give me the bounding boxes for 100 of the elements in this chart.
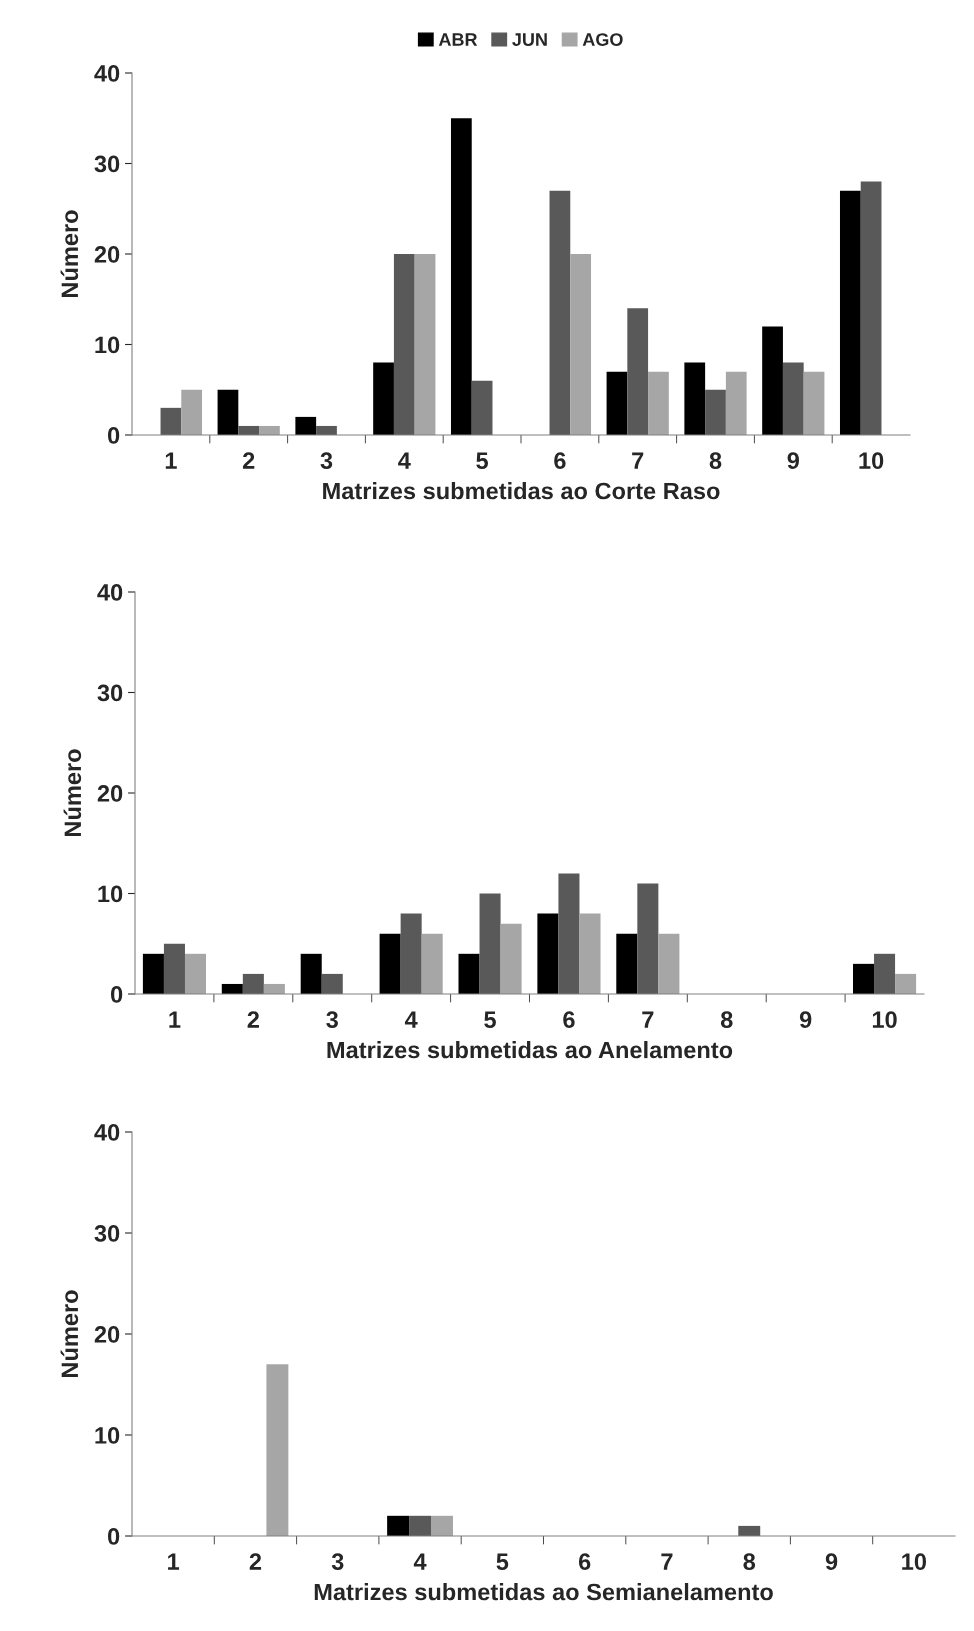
x-tick-label: 9	[799, 1011, 812, 1029]
bar	[450, 118, 472, 435]
y-tick-label: 30	[94, 1225, 120, 1242]
x-axis-title: Matrizes submetidas ao Anelamento	[327, 1041, 733, 1059]
bar	[479, 893, 501, 994]
bar	[242, 973, 264, 994]
bar	[705, 389, 726, 435]
bar	[409, 1515, 432, 1536]
x-tick-label: 2	[242, 452, 255, 469]
x-axis-title: Matrizes submetidas ao Semianelamento	[314, 1583, 773, 1601]
x-tick-label: 5	[476, 452, 489, 470]
bar	[606, 371, 628, 435]
bar	[373, 362, 394, 435]
bar	[637, 883, 659, 994]
y-axis-title: Número	[63, 749, 82, 837]
bar	[160, 407, 182, 435]
y-tick-label: 20	[94, 246, 120, 263]
bar	[400, 913, 422, 994]
x-tick-label: 8	[743, 1553, 756, 1571]
y-tick-label: 30	[97, 684, 123, 702]
bar	[321, 973, 343, 994]
bar	[570, 254, 592, 435]
legend-label: AGO	[582, 33, 623, 46]
bar	[558, 873, 580, 994]
bar	[839, 190, 861, 435]
x-tick-label: 7	[661, 1553, 673, 1570]
bar	[163, 943, 185, 994]
bar	[500, 923, 522, 994]
bar	[263, 983, 285, 994]
bar	[874, 953, 896, 994]
bar	[471, 380, 493, 435]
bar	[616, 933, 638, 994]
y-tick-label: 30	[94, 155, 120, 173]
bar	[627, 308, 649, 435]
bar	[142, 953, 164, 994]
x-tick-label: 3	[331, 1553, 344, 1571]
x-tick-label: 1	[169, 1011, 181, 1028]
bar	[762, 326, 783, 435]
legend-label: ABR	[438, 33, 478, 46]
bar	[549, 190, 571, 435]
x-tick-label: 8	[709, 452, 722, 470]
bar	[387, 1515, 410, 1536]
x-tick-label: 3	[326, 1011, 338, 1029]
bar	[300, 953, 322, 994]
bar	[221, 983, 243, 994]
bar	[579, 913, 601, 994]
bar	[421, 933, 443, 994]
x-tick-label: 4	[404, 1011, 418, 1028]
legend-label: JUN	[512, 33, 547, 46]
x-tick-label: 8	[720, 1011, 733, 1029]
bar	[295, 416, 317, 435]
bar	[658, 933, 680, 994]
x-tick-label: 7	[642, 1011, 654, 1028]
y-tick-label: 10	[98, 885, 123, 903]
x-tick-label: 4	[413, 1553, 427, 1570]
y-tick-label: 40	[94, 1124, 120, 1141]
y-axis-title: Número	[60, 210, 79, 298]
bar	[217, 389, 239, 435]
y-tick-label: 0	[108, 427, 120, 444]
x-tick-label: 10	[872, 1011, 897, 1029]
x-tick-label: 5	[496, 1553, 509, 1571]
y-tick-label: 40	[97, 584, 123, 601]
bar	[852, 963, 875, 994]
bar	[184, 953, 207, 994]
x-tick-label: 7	[632, 452, 644, 469]
y-tick-label: 0	[108, 1528, 120, 1545]
x-tick-label: 6	[578, 1553, 591, 1571]
bar	[431, 1515, 453, 1536]
bar	[414, 254, 436, 435]
bar	[266, 1364, 289, 1536]
x-tick-label: 1	[165, 452, 177, 469]
x-tick-label: 9	[825, 1553, 838, 1571]
x-tick-label: 5	[484, 1011, 496, 1029]
y-axis-title: Número	[60, 1290, 79, 1378]
bar	[537, 913, 559, 994]
y-tick-label: 10	[95, 336, 120, 354]
x-tick-label: 2	[249, 1553, 262, 1570]
x-tick-label: 3	[320, 452, 333, 470]
y-tick-label: 0	[111, 986, 123, 1003]
bar	[393, 254, 415, 435]
x-tick-label: 4	[398, 452, 411, 469]
bar	[458, 953, 480, 994]
y-tick-label: 20	[97, 785, 123, 802]
y-tick-label: 40	[94, 65, 120, 82]
bar	[648, 371, 669, 435]
x-tick-label: 10	[902, 1553, 927, 1571]
bar	[803, 371, 825, 435]
bar	[860, 181, 882, 435]
y-tick-label: 10	[95, 1427, 120, 1444]
bar	[379, 933, 401, 994]
x-tick-label: 6	[554, 452, 566, 470]
bar	[725, 371, 747, 435]
bar	[895, 973, 917, 994]
bar	[181, 389, 203, 435]
x-tick-label: 10	[859, 452, 884, 470]
x-tick-label: 2	[247, 1011, 259, 1028]
x-tick-label: 9	[787, 452, 799, 470]
y-tick-label: 20	[94, 1326, 120, 1343]
bar	[782, 362, 804, 435]
x-tick-label: 6	[563, 1011, 575, 1029]
